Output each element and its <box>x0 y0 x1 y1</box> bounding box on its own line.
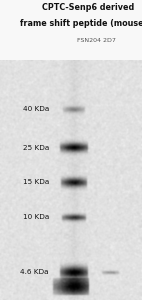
Text: 15 KDa: 15 KDa <box>23 179 49 185</box>
Text: 25 KDa: 25 KDa <box>23 145 49 151</box>
Text: FSN204 2D7: FSN204 2D7 <box>77 38 116 43</box>
Text: 40 KDa: 40 KDa <box>23 106 49 112</box>
Text: 4.6 KDa: 4.6 KDa <box>20 269 49 275</box>
Text: CPTC-Senp6 derived: CPTC-Senp6 derived <box>42 3 134 12</box>
Text: frame shift peptide (mouse)-1: frame shift peptide (mouse)-1 <box>20 20 142 28</box>
Text: 10 KDa: 10 KDa <box>23 214 49 220</box>
